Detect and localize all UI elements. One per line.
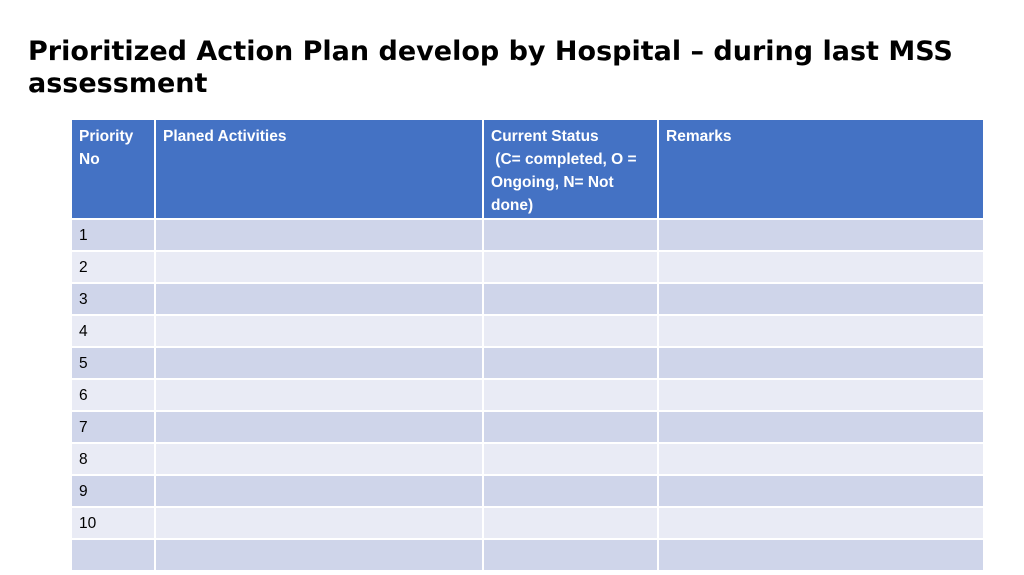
table-row: 10 [70,506,985,540]
cell-activity [154,218,484,252]
cell-status [482,538,659,572]
cell-activity [154,378,484,412]
cell-priority-no: 1 [70,218,156,252]
cell-remarks [657,378,985,412]
cell-remarks [657,442,985,476]
header-status-line-4: done) [491,197,534,214]
header-planned-activities: Planed Activities [154,118,484,220]
table-row: 3 [70,282,985,316]
table-row: 6 [70,378,985,412]
cell-remarks [657,346,985,380]
cell-priority-no: 6 [70,378,156,412]
cell-remarks [657,218,985,252]
cell-remarks [657,314,985,348]
cell-activity [154,442,484,476]
cell-priority-no: 8 [70,442,156,476]
table-row: 9 [70,474,985,508]
cell-remarks [657,506,985,540]
slide-title: Prioritized Action Plan develop by Hospi… [28,36,953,99]
cell-priority-no: 2 [70,250,156,284]
cell-activity [154,410,484,444]
table-row: 1 [70,218,985,252]
cell-status [482,282,659,316]
table-row: 5 [70,346,985,380]
header-status-line-3: Ongoing, N= Not [491,174,614,191]
cell-status [482,442,659,476]
cell-remarks [657,410,985,444]
cell-status [482,218,659,252]
cell-status [482,346,659,380]
header-current-status: Current Status (C= completed, O = Ongoin… [482,118,659,220]
header-priority-no-line-1: Priority [79,128,134,145]
cell-remarks [657,474,985,508]
cell-priority-no: 9 [70,474,156,508]
cell-activity [154,506,484,540]
cell-priority-no: 3 [70,282,156,316]
cell-activity [154,250,484,284]
action-plan-table: Priority No Planed Activities Current St… [70,118,985,572]
header-priority-no-line-2: No [79,151,100,168]
header-priority-no: Priority No [70,118,156,220]
cell-activity [154,538,484,572]
table-row: 7 [70,410,985,444]
cell-activity [154,474,484,508]
cell-status [482,410,659,444]
header-status-line-2: (C= completed, O = [491,151,637,168]
cell-activity [154,314,484,348]
table-row: 4 [70,314,985,348]
cell-priority-no: 10 [70,506,156,540]
cell-priority-no: 4 [70,314,156,348]
table-row: 2 [70,250,985,284]
cell-remarks [657,282,985,316]
cell-status [482,250,659,284]
cell-status [482,474,659,508]
cell-remarks [657,538,985,572]
cell-status [482,314,659,348]
cell-status [482,378,659,412]
cell-status [482,506,659,540]
cell-priority-no: 5 [70,346,156,380]
header-status-line-1: Current Status [491,128,599,145]
cell-remarks [657,250,985,284]
cell-priority-no [70,538,156,572]
cell-activity [154,346,484,380]
table-row [70,538,985,572]
cell-priority-no: 7 [70,410,156,444]
table-row: 8 [70,442,985,476]
header-remarks: Remarks [657,118,985,220]
table-header-row: Priority No Planed Activities Current St… [70,118,985,220]
cell-activity [154,282,484,316]
table-body: 1 2 3 4 5 6 [70,218,985,572]
